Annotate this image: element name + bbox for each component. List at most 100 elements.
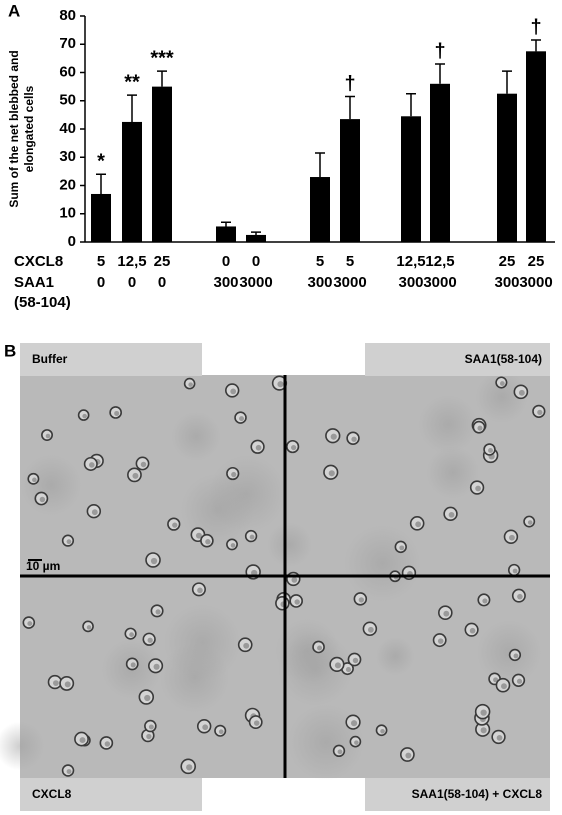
cell-core (32, 477, 37, 483)
cell-core (482, 598, 488, 604)
quadrant-label: Buffer (32, 352, 68, 366)
cell-core (367, 626, 374, 633)
error-bar (157, 70, 167, 87)
background-blob (208, 455, 286, 533)
cell-core (230, 388, 237, 395)
cell-core (517, 593, 523, 600)
x-tick-label: 12,5 (117, 253, 146, 270)
panel-label: A (8, 1, 20, 20)
quadrant-label-box (20, 343, 202, 376)
cell-core (358, 597, 365, 603)
cell-core (130, 662, 136, 668)
cell-core (88, 462, 95, 468)
cell-core (469, 627, 476, 634)
y-tick-label: 20 (59, 176, 76, 193)
cell-core (205, 539, 211, 545)
cell-core (443, 610, 450, 617)
cell-core (195, 532, 202, 539)
significance-label: † (434, 40, 445, 62)
x-row-label: (58-104) (14, 294, 71, 311)
cell-core (399, 545, 405, 551)
y-axis-label-line: Sum of the net blebbed and (7, 50, 21, 207)
background-blob (288, 704, 365, 781)
cell-core (380, 728, 385, 734)
cell-core (129, 632, 134, 638)
cell-core (255, 444, 262, 451)
x-tick-label: 3000 (519, 274, 552, 291)
significance-label: † (530, 16, 541, 38)
quadrant-label-box (365, 343, 550, 376)
bar (401, 116, 421, 242)
cell-core (218, 729, 224, 735)
cell-core (480, 709, 487, 716)
background-blob (475, 371, 528, 424)
cell-core (527, 520, 533, 525)
x-tick-label: 0 (158, 274, 166, 291)
cell-core (437, 638, 444, 644)
cell-core (86, 625, 92, 630)
error-bar (315, 152, 325, 178)
cell-core (202, 724, 209, 731)
cell-core (231, 471, 237, 478)
cell-core (513, 653, 519, 659)
cell-core (79, 737, 86, 744)
background-blob (376, 637, 415, 676)
error-bar (531, 39, 541, 52)
background-blob (477, 620, 542, 685)
x-row-label: CXCL8 (14, 253, 63, 270)
cell-core (82, 413, 87, 419)
cell-core (148, 724, 154, 730)
cell-core (91, 509, 98, 516)
cell-core (249, 534, 255, 540)
x-tick-label: 12,5 (425, 253, 454, 270)
cell-core (509, 534, 515, 541)
cell-core (243, 642, 250, 649)
quadrant-label-box (20, 778, 202, 811)
cell-core (27, 621, 33, 627)
bar (526, 51, 546, 242)
micrograph: 10 µm (0, 371, 550, 781)
background-blob (20, 454, 82, 516)
significance-label: * (97, 150, 105, 172)
cell-core (448, 511, 455, 518)
cell-core (330, 433, 337, 440)
x-tick-label: 5 (316, 253, 324, 270)
cell-core (496, 735, 503, 741)
cell-core (230, 543, 236, 548)
cell-core (114, 410, 120, 416)
cell-core (104, 741, 111, 747)
bar (91, 193, 111, 242)
x-tick-label: 25 (154, 253, 171, 270)
x-tick-label: 5 (97, 253, 105, 270)
y-axis-label-line: elongated cells (22, 85, 36, 172)
error-bar (435, 63, 445, 84)
cell-core (291, 444, 297, 451)
cell-core (155, 609, 161, 615)
y-tick-label: 70 (59, 35, 76, 52)
bar (497, 93, 517, 242)
background-blob (344, 525, 421, 602)
x-tick-label: 25 (499, 253, 516, 270)
background-blob (0, 721, 45, 771)
error-bar (251, 231, 261, 235)
cell-core (150, 557, 158, 565)
x-tick-label: 0 (222, 253, 230, 270)
cell-core (45, 433, 51, 439)
cell-core (352, 657, 359, 664)
y-axis-label: Sum of the net blebbed andelongated cell… (7, 50, 36, 207)
cell-core (499, 381, 505, 386)
cell-core (350, 720, 358, 727)
cell-core (415, 521, 422, 528)
background-blob (418, 395, 478, 454)
significance-label: *** (150, 47, 174, 69)
error-bar (221, 221, 231, 227)
x-tick-label: 300 (213, 274, 238, 291)
background-blob (171, 411, 221, 462)
x-tick-label: 300 (398, 274, 423, 291)
cell-core (488, 448, 493, 453)
cell-core (337, 749, 343, 755)
x-tick-label: 0 (97, 274, 105, 291)
bar (246, 234, 266, 242)
